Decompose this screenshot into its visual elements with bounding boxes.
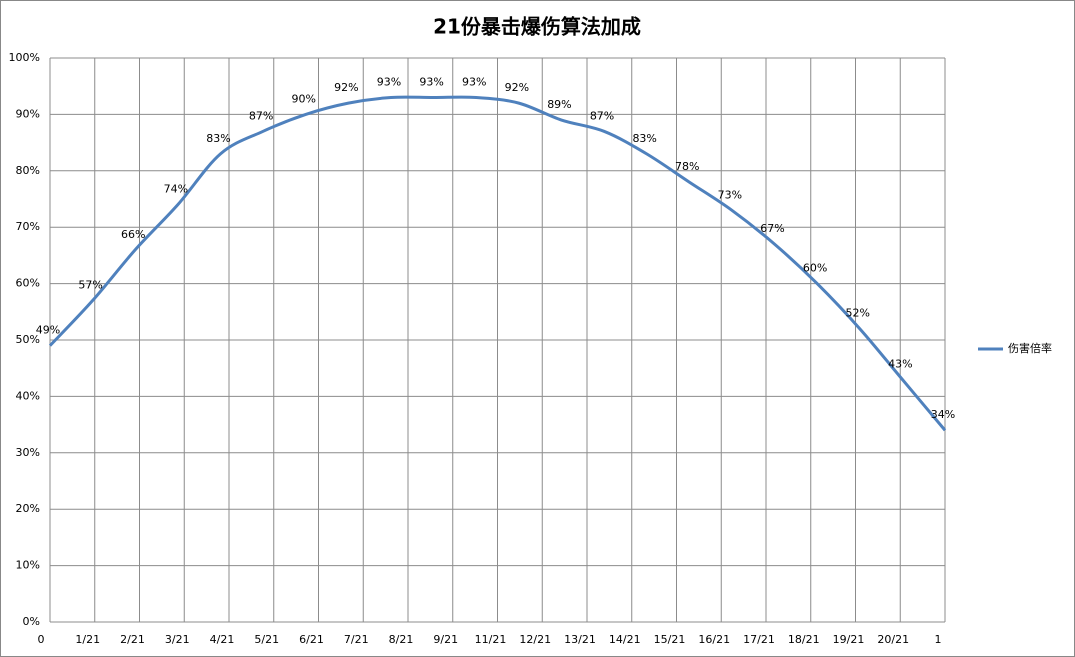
- y-tick-label: 0%: [23, 615, 40, 628]
- data-label: 93%: [419, 75, 443, 88]
- x-tick-label: 7/21: [344, 633, 369, 646]
- data-label: 87%: [249, 109, 273, 122]
- x-tick-label: 5/21: [254, 633, 279, 646]
- y-tick-label: 70%: [16, 220, 40, 233]
- x-tick-label: 12/21: [519, 633, 551, 646]
- data-label: 60%: [803, 262, 827, 275]
- data-label: 90%: [291, 92, 315, 105]
- y-tick-label: 20%: [16, 502, 40, 515]
- data-label: 52%: [846, 307, 870, 320]
- data-label: 73%: [718, 188, 742, 201]
- x-tick-label: 3/21: [165, 633, 190, 646]
- x-tick-label: 0: [38, 633, 45, 646]
- y-tick-label: 80%: [16, 164, 40, 177]
- legend-label: 伤害倍率: [1008, 341, 1052, 355]
- x-tick-label: 1/21: [75, 633, 100, 646]
- data-label: 89%: [547, 98, 571, 111]
- data-label: 92%: [505, 81, 529, 94]
- y-tick-label: 10%: [16, 559, 40, 572]
- data-label: 87%: [590, 109, 614, 122]
- y-tick-label: 100%: [9, 51, 40, 64]
- x-tick-label: 13/21: [564, 633, 596, 646]
- data-label: 83%: [206, 132, 230, 145]
- x-tick-label: 11/21: [475, 633, 507, 646]
- y-tick-label: 90%: [16, 107, 40, 120]
- data-label: 92%: [334, 81, 358, 94]
- x-tick-label: 4/21: [210, 633, 235, 646]
- data-label: 34%: [931, 408, 955, 421]
- data-label: 74%: [164, 183, 188, 196]
- x-tick-label: 14/21: [609, 633, 641, 646]
- x-tick-label: 2/21: [120, 633, 145, 646]
- data-label: 78%: [675, 160, 699, 173]
- x-tick-label: 20/21: [877, 633, 909, 646]
- y-tick-label: 60%: [16, 277, 40, 290]
- data-label: 57%: [78, 279, 102, 292]
- data-label: 93%: [377, 75, 401, 88]
- series-line: [48, 95, 947, 432]
- x-tick-label: 19/21: [833, 633, 865, 646]
- data-label: 83%: [632, 132, 656, 145]
- data-label: 67%: [760, 222, 784, 235]
- chart-title: 21份暴击爆伤算法加成: [433, 15, 641, 39]
- data-label: 93%: [462, 75, 486, 88]
- x-tick-label: 16/21: [698, 633, 730, 646]
- x-tick-label: 15/21: [654, 633, 686, 646]
- x-tick-label: 9/21: [433, 633, 458, 646]
- y-tick-label: 50%: [16, 333, 40, 346]
- data-label: 66%: [121, 228, 145, 241]
- data-label: 43%: [888, 357, 912, 370]
- data-label: 49%: [36, 324, 60, 337]
- x-tick-label: 17/21: [743, 633, 775, 646]
- y-tick-label: 30%: [16, 446, 40, 459]
- y-tick-label: 40%: [16, 389, 40, 402]
- x-tick-label: 8/21: [389, 633, 414, 646]
- x-tick-label: 1: [935, 633, 942, 646]
- x-tick-label: 6/21: [299, 633, 324, 646]
- x-tick-label: 18/21: [788, 633, 820, 646]
